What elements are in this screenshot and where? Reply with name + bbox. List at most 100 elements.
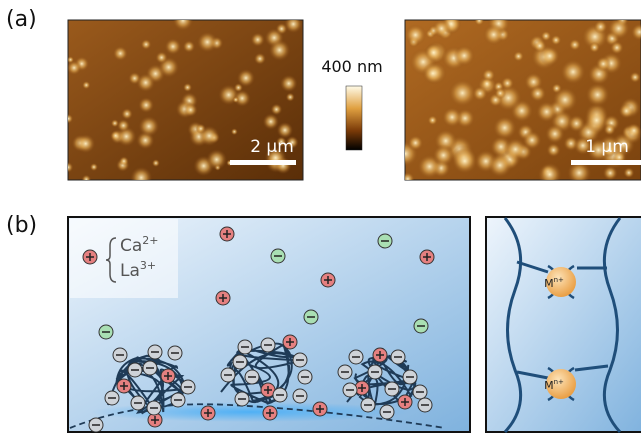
grain: [262, 113, 279, 130]
anion: [170, 392, 186, 408]
grain: [151, 159, 160, 168]
anion: [237, 339, 253, 355]
grain: [232, 96, 240, 103]
grain: [405, 172, 415, 180]
element: Ca: [120, 236, 142, 256]
grain: [138, 97, 155, 113]
grain: [182, 40, 196, 53]
grain: [487, 153, 513, 178]
scale-bar-label: 2 µm: [250, 137, 294, 157]
ions: [82, 226, 435, 433]
anion: [142, 360, 158, 376]
grain: [407, 135, 424, 151]
charge: 2+: [142, 234, 158, 247]
anion: [413, 318, 429, 334]
chain: [503, 217, 523, 434]
cation: [219, 226, 235, 242]
cation: [320, 272, 336, 288]
grain: [206, 149, 227, 170]
grain: [155, 51, 168, 64]
grain: [539, 45, 560, 67]
anion: [342, 382, 358, 398]
grain: [573, 136, 593, 155]
grain: [623, 167, 635, 179]
grain: [424, 43, 443, 62]
element: La: [120, 261, 140, 281]
grain: [492, 115, 517, 140]
grain: [81, 174, 92, 180]
grain: [602, 165, 618, 180]
grain: [583, 107, 610, 134]
grain: [422, 62, 444, 85]
grain: [110, 119, 119, 128]
complex-label: Mn+: [544, 276, 564, 290]
grain: [480, 77, 494, 90]
anion: [337, 364, 353, 380]
grain: [588, 41, 601, 53]
grain: [76, 134, 96, 154]
charge: 3+: [140, 259, 156, 272]
grain: [595, 56, 612, 72]
grain: [138, 115, 160, 137]
anion: [367, 364, 383, 380]
anion: [360, 397, 376, 413]
cation: [419, 249, 435, 265]
grain: [567, 114, 586, 133]
grain: [522, 130, 542, 150]
grain: [568, 38, 581, 51]
anion: [127, 362, 143, 378]
cation: [116, 378, 132, 394]
grain: [199, 125, 220, 147]
grain: [89, 162, 98, 172]
anion: [180, 379, 196, 395]
legend-brace: [105, 237, 117, 283]
anion: [244, 369, 260, 385]
complex-label: Mn+: [544, 378, 564, 392]
grain: [550, 34, 562, 46]
grain: [448, 79, 477, 107]
grain: [82, 80, 91, 90]
grain: [274, 157, 292, 175]
grain: [474, 20, 485, 26]
anion: [402, 369, 418, 385]
grain: [68, 113, 74, 124]
grain: [253, 52, 266, 65]
grain: [432, 20, 451, 38]
grain: [602, 143, 617, 158]
surface: [90, 402, 410, 422]
crosslink: [516, 260, 609, 380]
grain: [603, 123, 616, 136]
grain: [196, 31, 218, 53]
panel-label: (b): [6, 213, 37, 238]
grain: [630, 23, 641, 41]
charge: n+: [554, 276, 564, 284]
anion: [112, 347, 128, 363]
grain: [537, 162, 562, 180]
grain: [140, 39, 152, 50]
anion: [146, 400, 162, 416]
grain: [130, 166, 153, 180]
grain: [183, 82, 193, 92]
grain: [545, 124, 565, 144]
grain: [164, 38, 182, 55]
grain: [609, 40, 624, 55]
grain: [172, 20, 194, 31]
grain: [284, 20, 303, 34]
grain: [532, 38, 547, 53]
scale-bar-label: 1 µm: [585, 137, 629, 157]
anion: [130, 395, 146, 411]
grain: [68, 60, 82, 76]
metal-ion: [546, 267, 576, 297]
anion: [104, 390, 120, 406]
anion: [147, 344, 163, 360]
cation: [147, 412, 163, 428]
grain: [629, 71, 641, 83]
anion: [297, 369, 313, 385]
anion: [412, 384, 428, 400]
anion: [417, 397, 433, 413]
grain: [230, 128, 238, 136]
grain: [535, 101, 558, 123]
anion: [303, 309, 319, 325]
cation: [262, 405, 278, 421]
element: M: [544, 277, 554, 290]
